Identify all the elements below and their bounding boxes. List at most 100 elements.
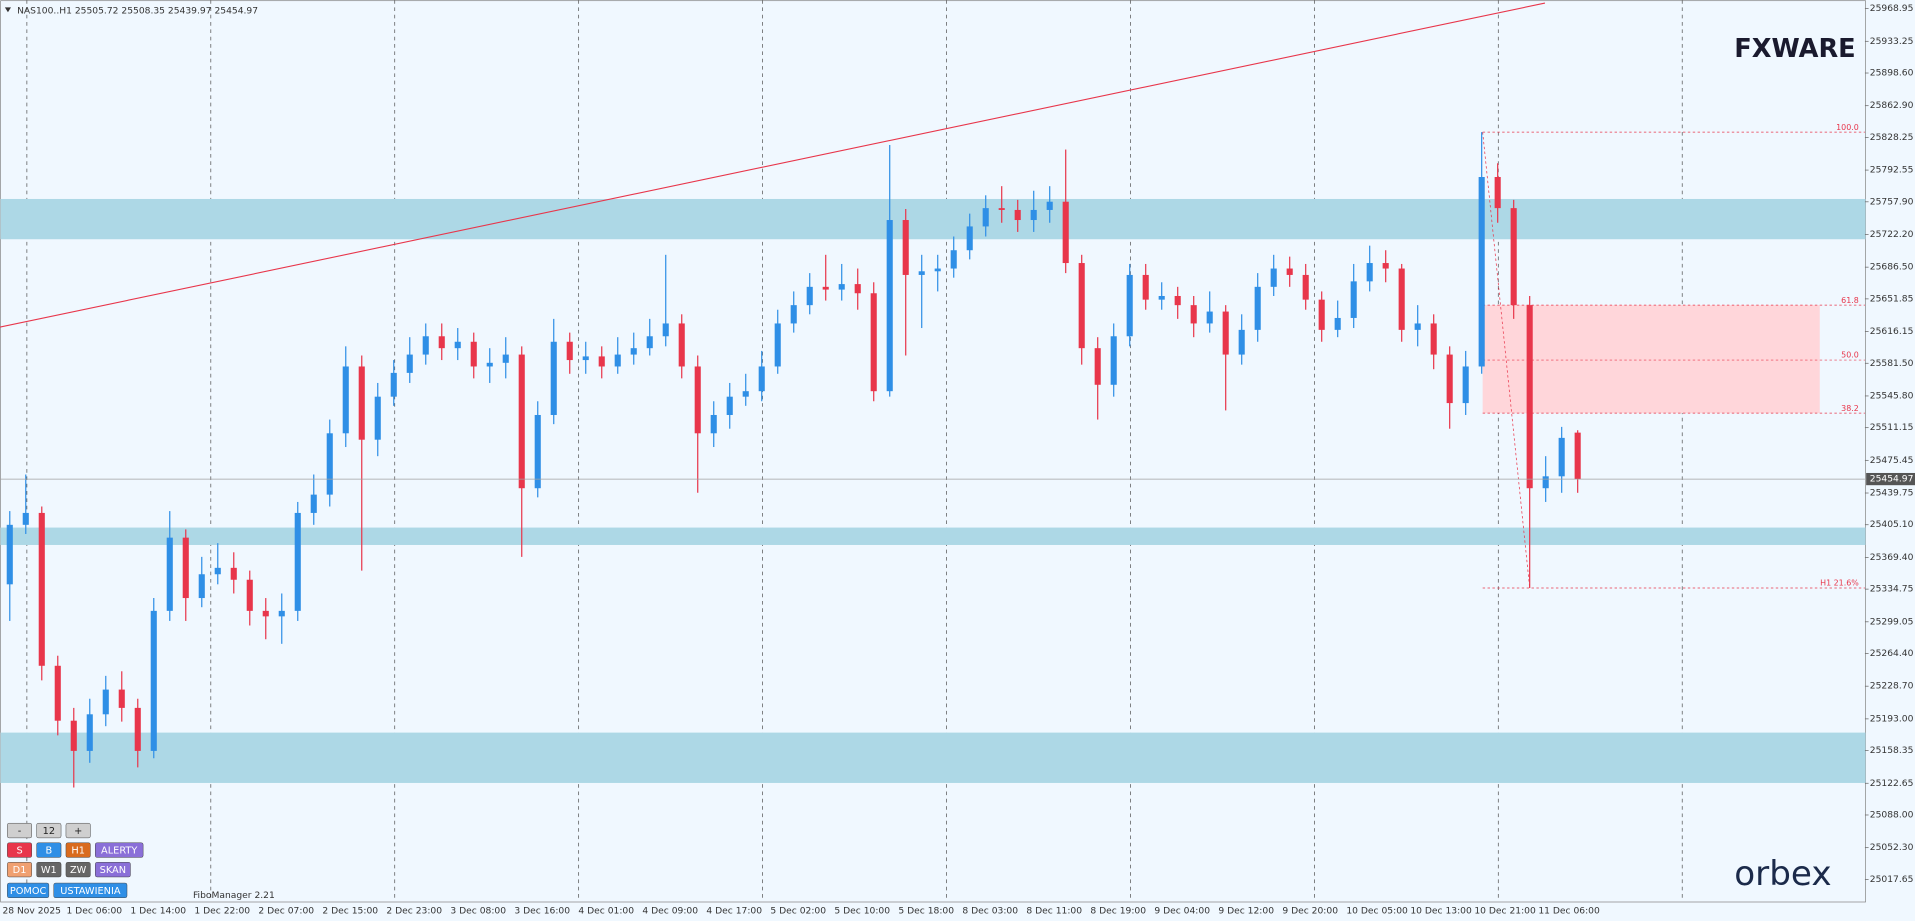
candle-body [470,341,477,367]
support-resistance-zone [0,198,1866,240]
candle-body [694,366,701,434]
candle-body [726,396,733,415]
candle-body [934,268,941,272]
y-tick-label: 25581.50 [1870,359,1914,369]
candle-body [998,208,1005,210]
y-tick-label: 25088.00 [1870,810,1914,820]
x-tick-label: 1 Dec 14:00 [130,907,186,917]
panel-button[interactable]: D1 [7,862,32,878]
panel-button[interactable]: SKAN [95,862,131,878]
panel-button[interactable]: + [65,822,91,839]
y-tick-label: 25545.80 [1870,391,1914,401]
candle-body [1174,295,1181,306]
candle-body [1286,268,1293,275]
candle-body [1030,209,1037,221]
chart-header: NAS100..H1 25505.72 25508.35 25439.97 25… [17,6,258,16]
panel-button[interactable]: USTAWIENIA [53,882,128,898]
panel-button[interactable]: W1 [36,862,62,878]
candle-body [854,284,861,294]
button-label: H1 [71,846,85,857]
candle-body [246,579,253,611]
candle-body [390,372,397,397]
x-tick-label: 1 Dec 06:00 [66,907,122,917]
x-tick-label: 9 Dec 04:00 [1154,907,1210,917]
candle-body [630,348,637,355]
support-resistance-zone [0,732,1866,783]
x-tick-label: 9 Dec 20:00 [1282,907,1338,917]
candle-body [678,323,685,367]
candle-body [710,414,717,434]
candle-body [566,341,573,361]
panel-button[interactable]: ZW [65,862,91,878]
x-tick-label: 9 Dec 12:00 [1218,907,1274,917]
x-tick-label: 2 Dec 07:00 [258,907,314,917]
panel-button[interactable]: S [7,842,32,858]
panel-button[interactable]: - [7,822,32,839]
panel-button[interactable]: ALERTY [95,842,144,858]
candle-body [982,208,989,227]
button-bg [36,822,62,839]
candle-body [1206,311,1213,324]
candle-body [486,362,493,367]
y-tick-label: 25017.65 [1870,875,1914,885]
ohlc-low: 25439.97 [168,6,212,16]
broker-logo: orbex [1734,854,1831,894]
fib-diagonal [1482,132,1531,589]
candle-body [230,567,237,580]
button-bg [95,842,144,858]
button-label: S [16,846,22,857]
y-tick-label: 25722.20 [1870,230,1914,240]
candle-body [1478,177,1485,367]
candle-body [1558,437,1565,477]
candle-body [614,354,621,367]
candle-body [438,336,445,349]
candle-body [1462,366,1469,404]
button-label: 12 [43,826,55,837]
y-tick-label: 25686.50 [1870,263,1914,273]
candle-body [38,512,45,666]
candle-body [790,305,797,324]
y-tick-label: 25052.30 [1870,843,1914,853]
button-bg [36,842,62,858]
candle-body [342,366,349,434]
candle-body [1254,286,1261,330]
support-resistance-zone [0,527,1866,545]
y-tick-label: 25334.75 [1870,585,1914,595]
x-tick-label: 5 Dec 10:00 [834,907,890,917]
candle-body [806,286,813,306]
candle-body [582,356,589,361]
y-tick-label: 25616.15 [1870,327,1914,337]
button-label: POMOC [10,886,47,897]
candle-body [1014,209,1021,221]
x-tick-label: 8 Dec 03:00 [962,907,1018,917]
candle-body [1318,299,1325,330]
button-bg [7,842,32,858]
candle-body [198,574,205,599]
fib-label: 50.0 [1841,351,1859,360]
y-tick-label: 25792.55 [1870,166,1914,176]
button-label: ZW [70,865,87,876]
ohlc-open: 25505.72 [75,6,119,16]
candle-body [1430,323,1437,355]
x-tick-label: 8 Dec 19:00 [1090,907,1146,917]
panel-button[interactable]: H1 [65,842,91,858]
candle-body [1222,311,1229,355]
panel-button[interactable]: POMOC [7,882,50,898]
menu-arrow[interactable] [4,7,11,13]
candle-body [1094,348,1101,385]
x-tick-label: 10 Dec 13:00 [1410,907,1472,917]
x-tick-label: 1 Dec 22:00 [194,907,250,917]
candle-body [134,707,141,751]
button-bg [7,882,50,898]
panel-button[interactable]: 12 [36,822,62,839]
candle-body [1494,177,1501,209]
x-tick-label: 3 Dec 16:00 [514,907,570,917]
candle-body [6,524,13,585]
button-bg [53,882,128,898]
panel-button[interactable]: B [36,842,62,858]
button-label: USTAWIENIA [60,886,121,897]
candle-body [1366,263,1373,282]
x-tick-label: 4 Dec 01:00 [578,907,634,917]
y-tick-label: 25439.75 [1870,489,1914,499]
candle-body [454,341,461,349]
